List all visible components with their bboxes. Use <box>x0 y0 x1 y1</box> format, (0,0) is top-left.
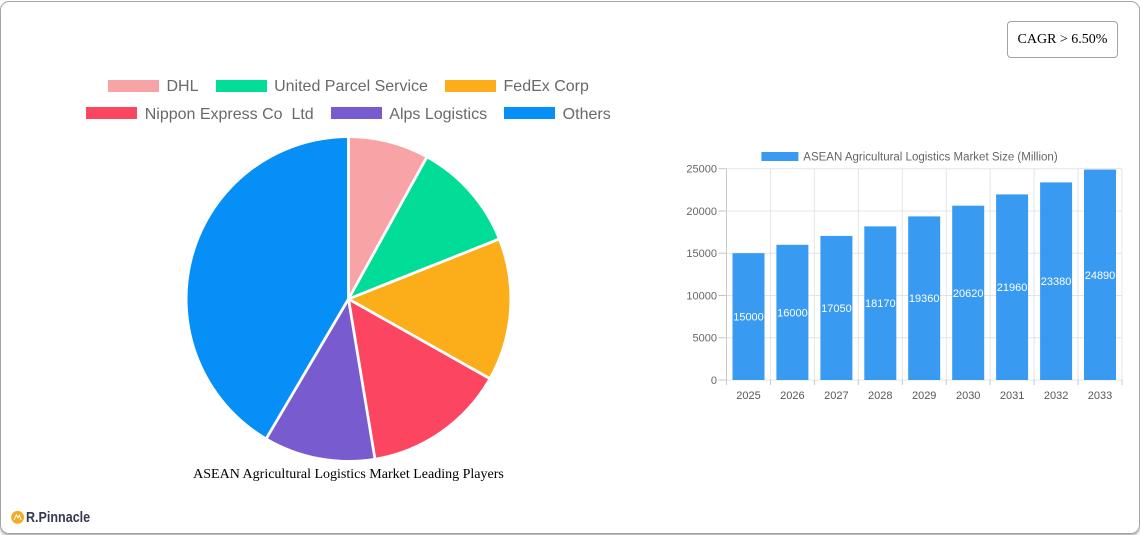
svg-text:2030: 2030 <box>956 390 980 402</box>
svg-text:15000: 15000 <box>686 248 717 260</box>
svg-text:20620: 20620 <box>953 288 984 300</box>
svg-text:ASEAN Agricultural Logistics M: ASEAN Agricultural Logistics Market Size… <box>803 152 1058 164</box>
svg-text:25000: 25000 <box>686 164 717 176</box>
svg-text:21960: 21960 <box>997 282 1028 294</box>
svg-text:2027: 2027 <box>824 390 848 402</box>
svg-text:2029: 2029 <box>912 390 936 402</box>
svg-text:24890: 24890 <box>1085 270 1116 282</box>
svg-text:19360: 19360 <box>909 293 940 305</box>
svg-text:5000: 5000 <box>693 333 717 345</box>
svg-text:20000: 20000 <box>686 206 717 218</box>
svg-text:10000: 10000 <box>686 291 717 303</box>
svg-text:23380: 23380 <box>1041 276 1072 288</box>
svg-text:2028: 2028 <box>868 390 892 402</box>
svg-text:2026: 2026 <box>780 390 804 402</box>
svg-text:17050: 17050 <box>821 303 852 315</box>
svg-text:0: 0 <box>711 375 717 387</box>
svg-text:16000: 16000 <box>777 307 808 319</box>
svg-text:2032: 2032 <box>1044 390 1068 402</box>
svg-text:18170: 18170 <box>865 298 896 310</box>
svg-text:2031: 2031 <box>1000 390 1024 402</box>
svg-text:15000: 15000 <box>733 312 764 324</box>
svg-text:2025: 2025 <box>736 390 760 402</box>
svg-text:2033: 2033 <box>1088 390 1112 402</box>
